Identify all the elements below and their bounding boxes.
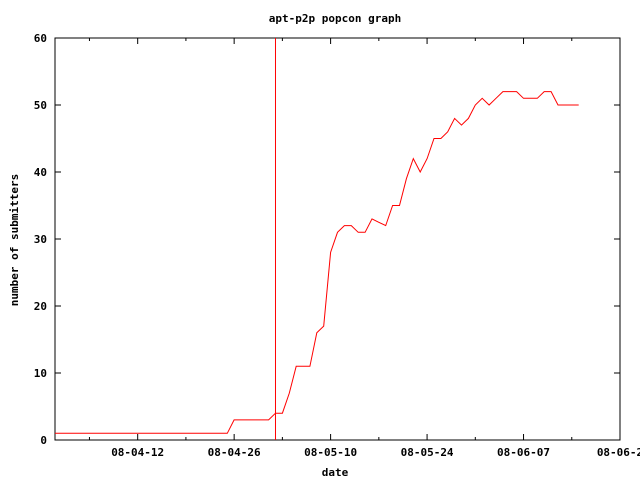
x-tick-label: 08-06-07 xyxy=(497,446,550,459)
x-tick-label: 08-05-24 xyxy=(401,446,454,459)
x-tick-label: 08-05-10 xyxy=(304,446,357,459)
x-tick-label: 08-06-2 xyxy=(597,446,640,459)
x-axis-label: date xyxy=(322,466,349,479)
y-tick-label: 50 xyxy=(34,99,47,112)
x-tick-label: 08-04-26 xyxy=(208,446,261,459)
y-tick-label: 40 xyxy=(34,166,47,179)
series-line xyxy=(55,91,579,434)
y-tick-label: 20 xyxy=(34,300,47,313)
chart-title: apt-p2p popcon graph xyxy=(269,12,401,25)
series-layer xyxy=(55,38,579,440)
y-tick-label: 10 xyxy=(34,367,47,380)
y-tick-label: 60 xyxy=(34,32,47,45)
y-tick-label: 0 xyxy=(40,434,47,447)
x-axis: 08-04-12 08-04-26 08-05-10 08-05-24 08-06-07… xyxy=(88,38,640,459)
x-tick-label: 08-04-12 xyxy=(111,446,164,459)
y-axis-label: number of submitters xyxy=(8,174,21,306)
y-axis: 0 10 20 30 40 50 60 xyxy=(34,32,620,447)
y-tick-label: 30 xyxy=(34,233,47,246)
